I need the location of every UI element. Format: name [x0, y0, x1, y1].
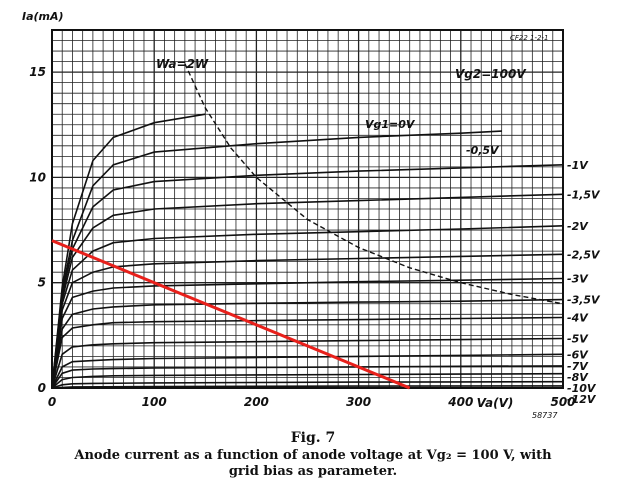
- series-label: -0,5V: [466, 144, 500, 157]
- series-label: Vg1=0V: [365, 118, 416, 131]
- series-label: -2V: [567, 220, 589, 233]
- series-line: [51, 365, 564, 389]
- y-tick-label: 10: [29, 170, 46, 184]
- figure-caption: Anode current as a function of anode vol…: [74, 448, 552, 479]
- series-label: -8V: [567, 371, 589, 384]
- fig-code: 58737: [532, 411, 558, 420]
- load-line: [51, 239, 411, 390]
- power-limit-curve: [184, 63, 564, 305]
- series-line: [51, 298, 564, 389]
- plot-frame: [51, 29, 564, 389]
- series-line: [51, 353, 564, 389]
- series-line: [51, 380, 564, 389]
- series-line: [51, 277, 564, 389]
- labels: 0 100 200 300 400 500 0 5 10 15 Vg1=0V -0,5V -1V -1,5…: [29, 65, 601, 409]
- series-line: [51, 193, 564, 389]
- series-line: [51, 164, 564, 389]
- series-label: -1,5V: [567, 188, 601, 201]
- series-label: -3,5V: [567, 294, 601, 307]
- x-axis-label: Va(V): [477, 396, 514, 410]
- y-tick-label: 5: [38, 276, 46, 290]
- series-label: -7V: [567, 360, 589, 373]
- series-line: [51, 372, 564, 389]
- series-label: -12V: [567, 393, 597, 406]
- power-limit-label: Wa=2W: [156, 57, 209, 71]
- ref-code: CF22 1-2-1: [510, 34, 548, 42]
- series-line: [51, 113, 206, 389]
- x-tick-label: 400: [447, 395, 473, 409]
- series-label: -4V: [567, 311, 589, 324]
- series-label: -10V: [567, 382, 597, 395]
- grid: [52, 30, 563, 388]
- series-label: -2,5V: [567, 248, 601, 261]
- series-line: [51, 253, 564, 389]
- series-line: [51, 130, 502, 389]
- y-axis-label: Ia(mA): [22, 10, 64, 23]
- series-label: -6V: [567, 348, 589, 361]
- series-line: [51, 337, 564, 389]
- y-tick-label: 0: [38, 381, 46, 395]
- x-tick-label: 100: [142, 395, 167, 409]
- series-line: [51, 225, 564, 389]
- y-tick-label: 15: [29, 65, 46, 79]
- series-label: -1V: [567, 159, 589, 172]
- series-label: -3V: [567, 272, 589, 285]
- x-tick-label: 500: [550, 395, 575, 409]
- x-tick-label: 300: [346, 395, 371, 409]
- figure-number: Fig. 7: [290, 430, 336, 446]
- series-label: -5V: [567, 333, 589, 346]
- curves: [51, 63, 564, 390]
- screen-voltage-label: Vg2=100V: [455, 67, 527, 81]
- x-tick-label: 0: [48, 395, 56, 409]
- chart: 0 100 200 300 400 500 0 5 10 15 Vg1=0V -0,5V -1V -1,5…: [22, 10, 601, 420]
- x-tick-label: 200: [244, 395, 269, 409]
- series-line: [51, 316, 564, 389]
- series-line: [51, 385, 564, 389]
